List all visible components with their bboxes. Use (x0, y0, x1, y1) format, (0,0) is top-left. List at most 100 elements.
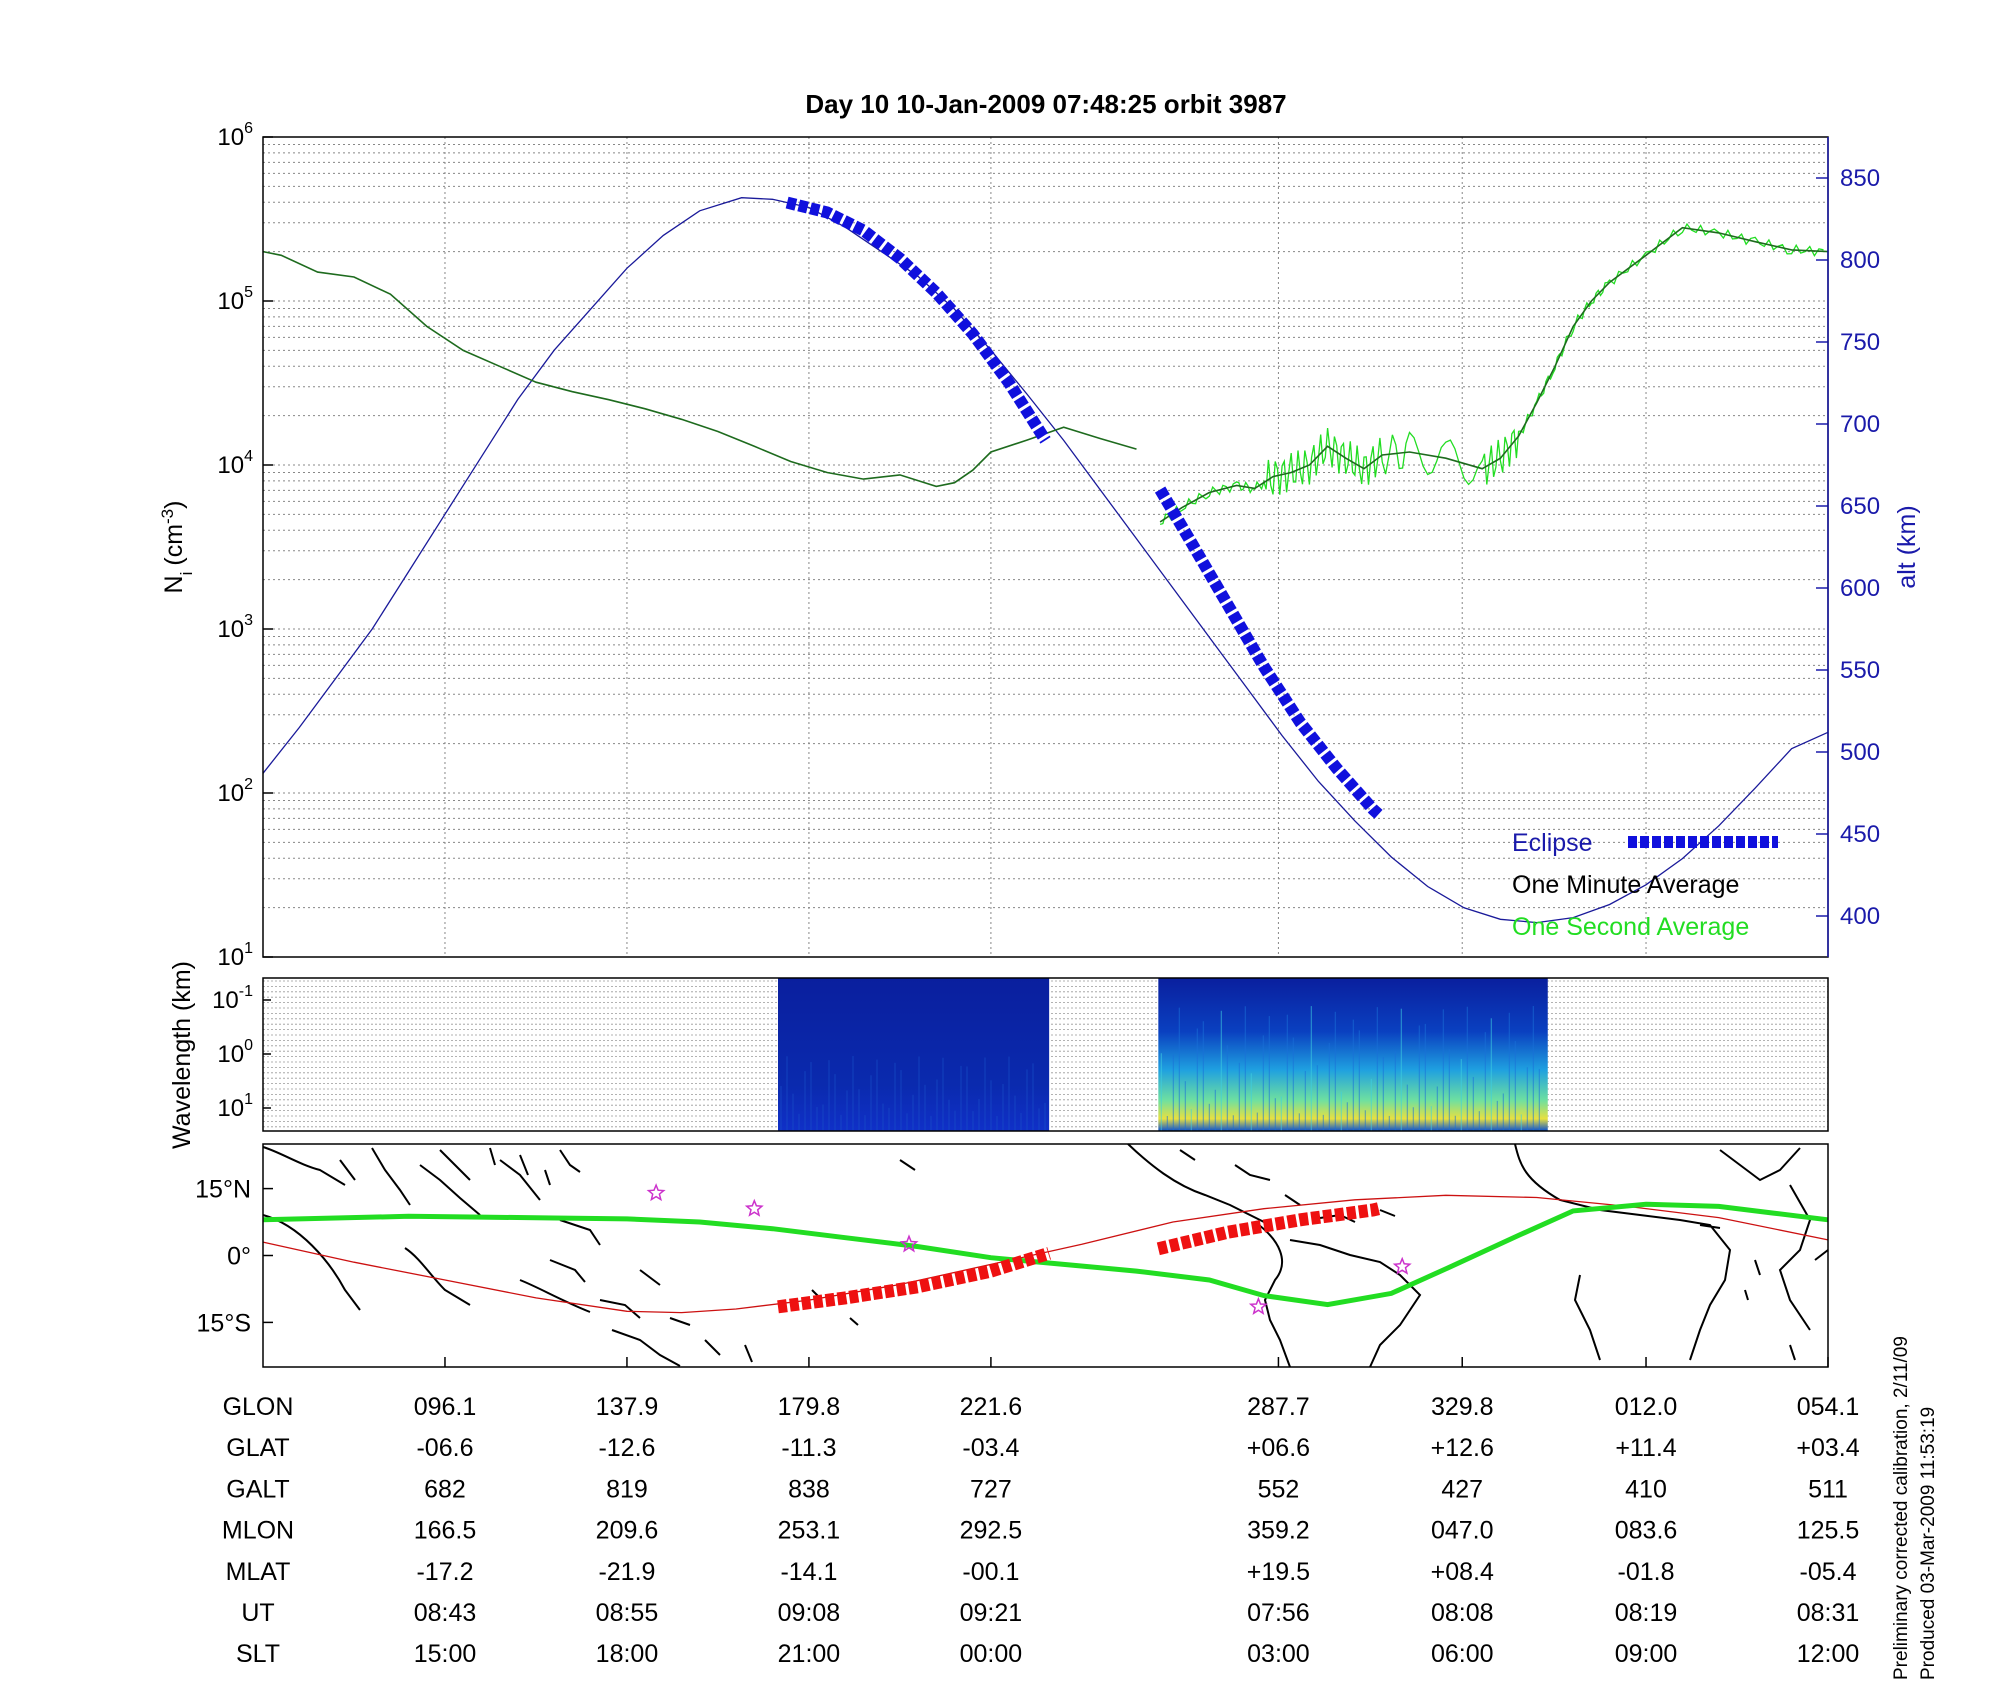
table-cell: 15:00 (414, 1640, 477, 1668)
altitude-tick-label: 850 (1840, 165, 1880, 192)
star-marker (1248, 1296, 1268, 1315)
table-cell: 012.0 (1615, 1393, 1678, 1421)
table-cell: 18:00 (596, 1640, 659, 1668)
tick-exponent: 6 (244, 120, 253, 137)
legend-minute-label: One Minute Average (1512, 871, 1739, 899)
table-cell: 819 (606, 1475, 648, 1503)
table-cell: -00.1 (962, 1558, 1019, 1586)
table-cell: 410 (1625, 1475, 1667, 1503)
tick-base: 10 (217, 288, 244, 315)
altitude-y-axis: 400 450 500 550 600 650 700 750 800 850 (1816, 165, 1880, 930)
table-row-label: MLON (222, 1517, 294, 1545)
table-cell: 179.8 (778, 1393, 841, 1421)
table-cell: 09:00 (1615, 1640, 1678, 1668)
spectrogram-frame (262, 977, 1829, 1132)
star-marker (1392, 1256, 1412, 1275)
density-ylabel: Ni (cm-3) (158, 501, 196, 594)
density-ylabel-unit: (cm (160, 524, 188, 566)
table-cell: 096.1 (414, 1393, 477, 1421)
table-cell: 137.9 (596, 1393, 659, 1421)
lat-tick-label: 15°N (195, 1176, 251, 1204)
density-tick-label: 104 (217, 448, 253, 479)
density-tick-label: 102 (217, 776, 253, 807)
density-tick-label: 105 (217, 284, 253, 315)
density-tick-label: 103 (217, 612, 253, 643)
tick-base: 10 (217, 124, 244, 151)
density-gridlines (263, 137, 1829, 958)
density-ylabel-main: N (160, 575, 188, 593)
table-cell: 09:08 (778, 1599, 841, 1627)
table-cell: 552 (1258, 1475, 1300, 1503)
tick-base: 10 (212, 987, 239, 1014)
altitude-tick-label: 550 (1840, 657, 1880, 684)
tick-base: 10 (217, 944, 244, 971)
table-cell: 287.7 (1247, 1393, 1310, 1421)
produced-note: Produced 03-Mar-2009 11:53:19 (1918, 1407, 1939, 1680)
tick-base: 10 (217, 780, 244, 807)
tick-base: 10 (217, 1095, 244, 1122)
table-cell: -01.8 (1618, 1558, 1675, 1586)
spectrogram-tick-label: 100 (217, 1037, 253, 1068)
table-cell: 21:00 (778, 1640, 841, 1668)
table-cell: 727 (970, 1475, 1012, 1503)
altitude-tick-label: 400 (1840, 903, 1880, 930)
figure-title: Day 10 10-Jan-2009 07:48:25 orbit 3987 (805, 89, 1286, 119)
table-cell: 08:43 (414, 1599, 477, 1627)
table-cell: 06:00 (1431, 1640, 1494, 1668)
table-cell: +08.4 (1431, 1558, 1494, 1586)
table-cell: -14.1 (780, 1558, 837, 1586)
eclipse-segment (785, 196, 1051, 444)
altitude-tick-label: 600 (1840, 575, 1880, 602)
density-minute-average (1159, 226, 1829, 523)
table-cell: -03.4 (962, 1434, 1019, 1462)
table-cell: 427 (1441, 1475, 1483, 1503)
tick-exponent: -1 (239, 983, 253, 1000)
table-row-label: GLON (223, 1393, 294, 1421)
table-cell: +03.4 (1796, 1434, 1859, 1462)
table-cell: 209.6 (596, 1517, 659, 1545)
lat-tick-label: 15°S (197, 1309, 251, 1337)
tick-base: 10 (217, 1041, 244, 1068)
tick-exponent: 5 (244, 284, 253, 301)
table-row-label: UT (241, 1599, 274, 1627)
altitude-line (262, 197, 1829, 924)
table-row-label: GALT (226, 1475, 289, 1503)
density-ylabel-close: ) (160, 501, 188, 509)
table-cell: 08:55 (596, 1599, 659, 1627)
table-cell: -17.2 (416, 1558, 473, 1586)
table-cell: 08:19 (1615, 1599, 1678, 1627)
table-cell: 12:00 (1797, 1640, 1860, 1668)
tick-exponent: 3 (244, 612, 253, 629)
table-cell: 166.5 (414, 1517, 477, 1545)
legend-second-label: One Second Average (1512, 913, 1749, 941)
spectrogram-gridlines (263, 980, 1828, 1128)
table-cell: 292.5 (960, 1517, 1023, 1545)
table-cell: 083.6 (1615, 1517, 1678, 1545)
table-cell: 511 (1808, 1475, 1848, 1503)
table-row-label: MLAT (226, 1558, 291, 1586)
tick-base: 10 (217, 616, 244, 643)
table-cell: 682 (424, 1475, 466, 1503)
map-tracks (262, 1183, 1829, 1315)
altitude-ylabel: alt (km) (1893, 505, 1921, 588)
tick-exponent: 1 (244, 940, 253, 957)
table-cell: -11.3 (781, 1434, 836, 1462)
lat-tick-label: 0° (227, 1243, 251, 1271)
table-cell: 047.0 (1431, 1517, 1494, 1545)
map-panel: 15°N 0° 15°S (195, 1143, 1829, 1368)
table-cell: 08:31 (1797, 1599, 1860, 1627)
density-ylabel-sub: i (177, 572, 196, 576)
table-cell: +11.4 (1615, 1434, 1676, 1462)
eclipse-ground-segment (777, 1247, 1052, 1314)
density-tick-label: 101 (217, 940, 253, 971)
coastlines (262, 1143, 1829, 1368)
altitude-tick-label: 450 (1840, 821, 1880, 848)
spectrogram-tick-label: 101 (217, 1091, 253, 1122)
table-cell: -06.6 (416, 1434, 473, 1462)
table-cell: 09:21 (960, 1599, 1023, 1627)
magnetic-equator-line (262, 1201, 1829, 1308)
spectrogram-data (777, 978, 1548, 1131)
